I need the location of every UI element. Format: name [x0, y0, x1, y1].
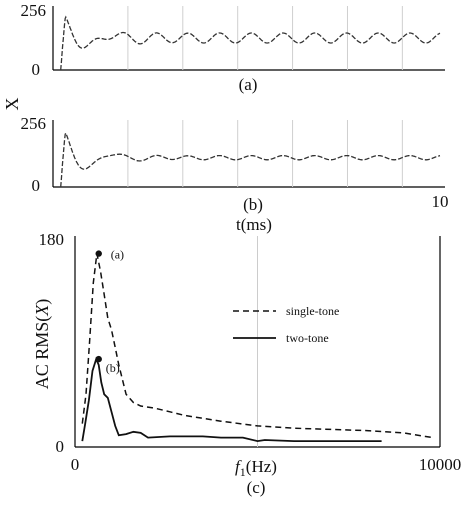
- panel-c-x-label-sub: 1: [240, 465, 246, 479]
- panel-a: 256 0 (a): [21, 1, 445, 94]
- panel-c-annotation-dot-a: [95, 250, 102, 257]
- panel-b-ytick-bottom: 0: [32, 176, 41, 195]
- panel-c-annotation-a: (a): [111, 248, 124, 262]
- panel-b-ytick-top: 256: [21, 114, 47, 133]
- panel-a-ytick-bottom: 0: [32, 60, 41, 79]
- panel-c-y-label-var: X: [32, 304, 52, 317]
- panel-a-ytick-top: 256: [21, 1, 47, 20]
- panel-c-two-tone-line: [81, 356, 382, 443]
- panel-c-y-label-close: ): [32, 299, 53, 305]
- panel-b-grid: [127, 120, 403, 187]
- panel-c-single-tone-line: [81, 253, 433, 439]
- panel-b-xtick-end: 10: [432, 192, 449, 211]
- shared-y-label: X: [2, 98, 22, 111]
- panel-c-x-label: f1(Hz): [235, 457, 277, 479]
- panel-c-caption: (c): [247, 478, 266, 497]
- panel-b-caption: (b): [243, 195, 263, 214]
- panel-c-x-label-f: f: [235, 457, 242, 476]
- panel-a-series-line: [60, 15, 441, 71]
- panel-b-series-line: [60, 131, 441, 188]
- panel-c-x-label-unit: (Hz): [246, 457, 277, 476]
- panel-c-annotation-b: (b): [106, 361, 120, 375]
- panel-a-grid: [127, 6, 403, 70]
- panel-a-caption: (a): [239, 75, 258, 94]
- panel-c-y-label-main: AC RMS(: [32, 316, 53, 390]
- panel-b: 256 0 10 (b) t(ms): [21, 114, 449, 234]
- panel-c: (a) (b) 180 0 0 10000 AC RMS(X) f1(Hz) (…: [32, 230, 461, 497]
- panel-c-legend: single-tone two-tone: [233, 304, 339, 345]
- panel-c-ytick-bottom: 0: [56, 437, 65, 456]
- legend-single-tone-label: single-tone: [286, 304, 339, 318]
- panel-c-annotation-dot-b: [95, 355, 102, 363]
- panel-c-xtick-10000: 10000: [419, 455, 462, 474]
- panel-c-ytick-top: 180: [39, 230, 65, 249]
- panel-c-xtick-0: 0: [71, 455, 80, 474]
- panel-b-x-label: t(ms): [236, 215, 272, 234]
- panel-c-y-label: AC RMS(X): [32, 299, 53, 390]
- legend-two-tone-label: two-tone: [286, 331, 329, 345]
